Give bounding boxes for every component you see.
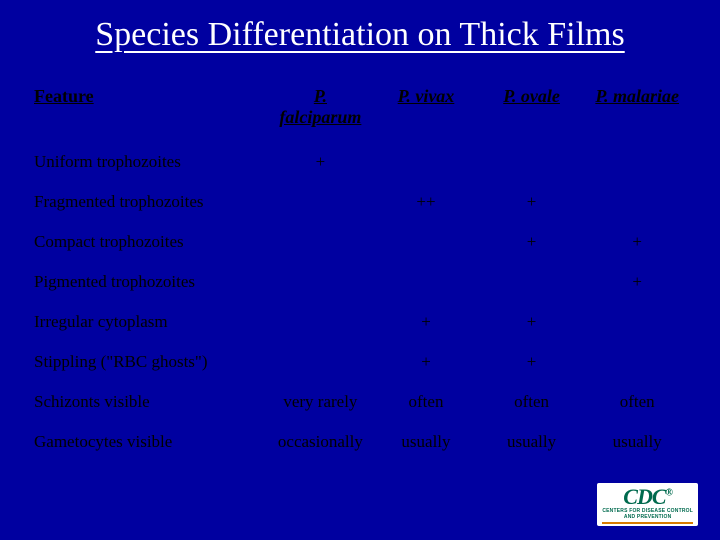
value-cell bbox=[373, 142, 479, 182]
value-cell bbox=[268, 302, 374, 342]
value-cell bbox=[584, 342, 690, 382]
species-table: Feature P. falciparum P. vivax P. ovale … bbox=[30, 76, 690, 462]
cdc-logo: CDC® CENTERS FOR DISEASE CONTROL AND PRE… bbox=[597, 483, 698, 526]
table-container: Feature P. falciparum P. vivax P. ovale … bbox=[0, 58, 720, 462]
value-cell: + bbox=[479, 342, 585, 382]
feature-cell: Fragmented trophozoites bbox=[30, 182, 268, 222]
value-cell: usually bbox=[584, 422, 690, 462]
value-cell bbox=[268, 342, 374, 382]
value-cell: + bbox=[584, 222, 690, 262]
feature-cell: Uniform trophozoites bbox=[30, 142, 268, 182]
table-body: Uniform trophozoites+Fragmented trophozo… bbox=[30, 142, 690, 462]
value-cell: often bbox=[479, 382, 585, 422]
value-cell: very rarely bbox=[268, 382, 374, 422]
value-cell bbox=[268, 262, 374, 302]
value-cell: + bbox=[373, 342, 479, 382]
value-cell bbox=[373, 222, 479, 262]
feature-cell: Pigmented trophozoites bbox=[30, 262, 268, 302]
value-cell: + bbox=[373, 302, 479, 342]
value-cell bbox=[373, 262, 479, 302]
value-cell bbox=[479, 142, 585, 182]
table-row: Pigmented trophozoites + bbox=[30, 262, 690, 302]
table-row: Stippling ("RBC ghosts") ++ bbox=[30, 342, 690, 382]
value-cell bbox=[268, 222, 374, 262]
col-header-vivax: P. vivax bbox=[373, 76, 479, 142]
value-cell: + bbox=[268, 142, 374, 182]
cdc-logo-text: CDC® bbox=[623, 486, 672, 508]
col-header-ovale: P. ovale bbox=[479, 76, 585, 142]
feature-cell: Irregular cytoplasm bbox=[30, 302, 268, 342]
value-cell bbox=[584, 142, 690, 182]
feature-cell: Stippling ("RBC ghosts") bbox=[30, 342, 268, 382]
table-row: Fragmented trophozoites +++ bbox=[30, 182, 690, 222]
cdc-logo-accent-bar bbox=[602, 522, 693, 524]
table-row: Irregular cytoplasm ++ bbox=[30, 302, 690, 342]
feature-cell: Compact trophozoites bbox=[30, 222, 268, 262]
value-cell: + bbox=[479, 302, 585, 342]
value-cell: + bbox=[479, 182, 585, 222]
value-cell: occasionally bbox=[268, 422, 374, 462]
value-cell bbox=[479, 262, 585, 302]
value-cell: + bbox=[479, 222, 585, 262]
slide-title: Species Differentiation on Thick Films bbox=[0, 0, 720, 58]
value-cell bbox=[584, 302, 690, 342]
col-header-feature: Feature bbox=[30, 76, 268, 142]
value-cell: ++ bbox=[373, 182, 479, 222]
feature-cell: Gametocytes visible bbox=[30, 422, 268, 462]
value-cell bbox=[584, 182, 690, 222]
table-row: Uniform trophozoites+ bbox=[30, 142, 690, 182]
value-cell bbox=[268, 182, 374, 222]
cdc-logo-subtitle-2: AND PREVENTION bbox=[624, 515, 672, 520]
table-row: Schizonts visiblevery rarelyoftenoftenof… bbox=[30, 382, 690, 422]
col-header-falciparum: P. falciparum bbox=[268, 76, 374, 142]
value-cell: often bbox=[584, 382, 690, 422]
value-cell: + bbox=[584, 262, 690, 302]
value-cell: often bbox=[373, 382, 479, 422]
value-cell: usually bbox=[479, 422, 585, 462]
value-cell: usually bbox=[373, 422, 479, 462]
table-header-row: Feature P. falciparum P. vivax P. ovale … bbox=[30, 76, 690, 142]
table-row: Compact trophozoites ++ bbox=[30, 222, 690, 262]
col-header-malariae: P. malariae bbox=[584, 76, 690, 142]
feature-cell: Schizonts visible bbox=[30, 382, 268, 422]
table-row: Gametocytes visibleoccasionallyusuallyus… bbox=[30, 422, 690, 462]
